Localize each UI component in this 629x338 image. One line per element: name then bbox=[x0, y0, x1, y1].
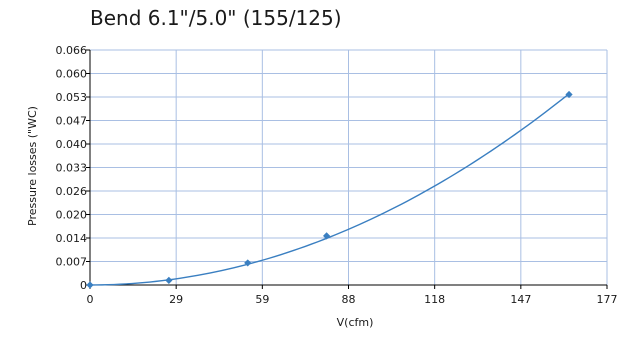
y-axis-label: Pressure losses ("WC) bbox=[26, 106, 39, 226]
y-tick-label: 0.020 bbox=[56, 209, 88, 222]
x-tick-label: 29 bbox=[169, 293, 183, 306]
data-point-marker bbox=[165, 276, 173, 284]
y-tick-label: 0.033 bbox=[56, 162, 88, 175]
data-point-marker bbox=[322, 232, 331, 240]
chart-title: Bend 6.1"/5.0" (155/125) bbox=[90, 6, 342, 30]
x-tick-label: 59 bbox=[255, 293, 269, 306]
data-point-marker bbox=[565, 90, 573, 99]
y-tick-label: 0.014 bbox=[56, 232, 88, 245]
y-tick-label: 0.060 bbox=[56, 68, 88, 81]
y-tick-label: 0.047 bbox=[56, 115, 88, 128]
x-axis-label: V(cfm) bbox=[337, 316, 374, 329]
x-tick-label: 0 bbox=[87, 293, 94, 306]
y-tick-label: 0.053 bbox=[56, 91, 88, 104]
x-tick-label: 177 bbox=[597, 293, 618, 306]
data-point-marker bbox=[86, 281, 94, 289]
x-tick-labels: 0 29 59 88 118 147 177 bbox=[87, 293, 618, 306]
y-tick-label: 0.007 bbox=[56, 256, 88, 269]
data-point-marker bbox=[244, 259, 252, 267]
y-tick-label: 0.066 bbox=[56, 44, 88, 57]
x-tick-label: 118 bbox=[424, 293, 445, 306]
y-tick-label: 0 bbox=[80, 279, 87, 292]
axes bbox=[86, 49, 608, 289]
y-tick-label: 0.040 bbox=[56, 138, 88, 151]
series-line bbox=[89, 93, 570, 286]
x-tick-label: 147 bbox=[510, 293, 531, 306]
y-tick-labels: 0 0.007 0.014 0.020 0.026 0.033 0.040 0.047 0.05… bbox=[56, 44, 88, 292]
grid-lines bbox=[90, 49, 608, 285]
y-tick-label: 0.026 bbox=[56, 185, 88, 198]
x-tick-label: 88 bbox=[342, 293, 356, 306]
series bbox=[86, 90, 573, 289]
